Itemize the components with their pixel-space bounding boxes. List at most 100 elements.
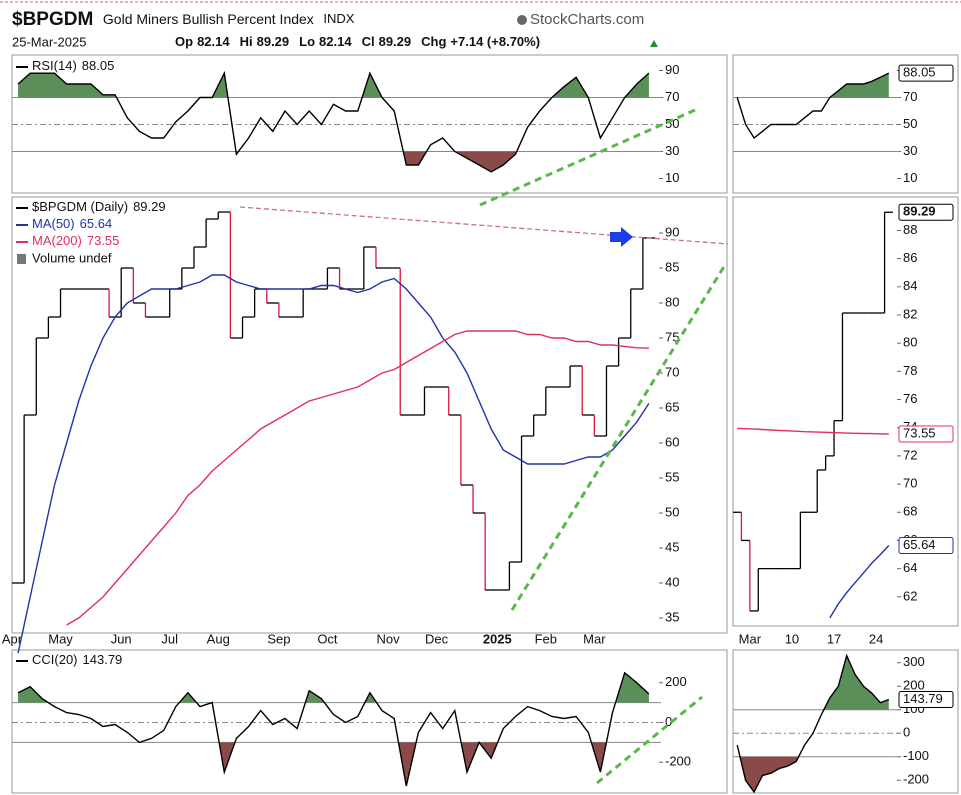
value-tag-label: 88.05 (903, 65, 936, 80)
arrow (610, 227, 633, 247)
x-tick-label: Jul (161, 631, 178, 646)
legend-entry: MA(200) 73.55 (32, 233, 119, 248)
source-icon (517, 15, 527, 25)
symbol: $BPGDM (12, 9, 93, 30)
x-tick-label: Aug (207, 631, 230, 646)
value-tag (898, 690, 954, 708)
y-tick-label: 68 (903, 504, 917, 519)
x-tick-label: Sep (267, 631, 290, 646)
series-line (736, 653, 890, 794)
y-tick-label: 70 (665, 89, 679, 104)
y-tick-label: -100 (903, 748, 929, 763)
value-tag (898, 64, 954, 82)
frame (11, 196, 728, 634)
band-fill (737, 756, 889, 792)
trend-line (479, 108, 696, 207)
value-tag-label: 65.64 (903, 537, 936, 552)
series-line (17, 70, 650, 173)
value-tag-label: 73.55 (903, 425, 936, 440)
y-tick-label: 10 (665, 170, 679, 185)
y-tick-label: 55 (665, 469, 679, 484)
exchange: INDX (323, 11, 354, 26)
y-tick-label: 82 (903, 306, 917, 321)
y-tick-label: 300 (903, 654, 925, 669)
series-line (736, 72, 890, 140)
value-tag-label: 89.29 (903, 204, 936, 219)
legend-entry: RSI(14) 88.05 (32, 58, 114, 73)
change-label: Chg (421, 34, 446, 49)
quote-label: Cl (362, 34, 375, 49)
y-tick-label: 50 (665, 116, 679, 131)
y-tick-label: 84 (903, 278, 917, 293)
y-tick-label: -200 (903, 772, 929, 787)
quote: Op 82.14 Hi 89.29 Lo 82.14 Cl 89.29 Chg +7.14 (+8… (175, 34, 540, 49)
series-line (66, 330, 649, 626)
legend-entry: CCI(20) 143.79 (32, 652, 122, 667)
x-tick-label: Mar (583, 631, 606, 646)
legend-value: 88.05 (82, 58, 115, 73)
y-tick-label: 76 (903, 391, 917, 406)
y-tick-label: 90 (665, 224, 679, 239)
x-tick-label: 24 (869, 631, 883, 646)
y-tick-label: 80 (665, 294, 679, 309)
quote-label: Hi (240, 34, 253, 49)
y-tick-label: 72 (903, 447, 917, 462)
x-tick-label: 10 (785, 631, 799, 646)
up-arrow (650, 40, 658, 47)
trend-line (596, 695, 703, 785)
frame (11, 649, 728, 794)
legend-name: RSI(14) (32, 58, 77, 73)
x-tick-label: Feb (535, 631, 557, 646)
legend-name: MA(50) (32, 216, 75, 231)
annotations (239, 108, 729, 785)
date: 25-Mar-2025 (12, 34, 86, 49)
band-fill (18, 742, 649, 787)
y-tick-label: 50 (665, 504, 679, 519)
quote-value: 89.29 (257, 34, 290, 49)
header: $BPGDM Gold Miners Bullish Percent Index… (12, 9, 658, 49)
x-tick-label: 2025 (483, 631, 512, 646)
y-tick-label: 30 (665, 143, 679, 158)
x-tick-label: Dec (425, 631, 449, 646)
plot: 10 30 50 70 90 RSI(14) 88.05 35 40 45 50 55 60 65 70 75… (2, 58, 954, 794)
y-tick-label: 85 (665, 259, 679, 274)
value-tag (898, 425, 954, 443)
y-tick-label: 35 (665, 609, 679, 624)
x-tick-label: Nov (377, 631, 401, 646)
quote-label: Op (175, 34, 193, 49)
y-tick-label: 45 (665, 539, 679, 554)
quote-value: 82.14 (197, 34, 230, 49)
y-tick-label: 50 (903, 116, 917, 131)
trend-line (510, 264, 727, 611)
resistance-line (239, 206, 729, 245)
series-line (17, 671, 650, 787)
legend-name: MA(200) (32, 233, 82, 248)
name: Gold Miners Bullish Percent Index (103, 11, 314, 27)
legend-entry: MA(50) 65.64 (32, 216, 112, 231)
title: $BPGDM Gold Miners Bullish Percent Index… (12, 9, 355, 30)
x-tick-label: 17 (827, 631, 841, 646)
y-tick-label: 70 (665, 364, 679, 379)
legend-entry: $BPGDM (Daily) 89.29 (32, 199, 166, 214)
legend-value: 89.29 (133, 199, 166, 214)
legend-value: 65.64 (80, 216, 113, 231)
y-tick-label: 80 (903, 335, 917, 350)
x-tick-label: Apr (2, 631, 23, 646)
change-value: +7.14 (+8.70%) (450, 34, 540, 49)
band-fill (737, 73, 889, 98)
value-tag (898, 203, 954, 221)
legend-name: $BPGDM (Daily) (32, 199, 128, 214)
y-tick-label: 88 (903, 222, 917, 237)
x-tick-label: Jun (111, 631, 132, 646)
x-tick-label: May (48, 631, 73, 646)
y-tick-label: -200 (665, 754, 691, 769)
y-tick-label: 200 (665, 674, 687, 689)
series-line (737, 427, 889, 435)
y-tick-label: 0 (665, 714, 672, 729)
band-fill (737, 655, 889, 710)
series-line (829, 545, 890, 619)
y-tick-label: 64 (903, 560, 917, 575)
frame (732, 196, 959, 627)
